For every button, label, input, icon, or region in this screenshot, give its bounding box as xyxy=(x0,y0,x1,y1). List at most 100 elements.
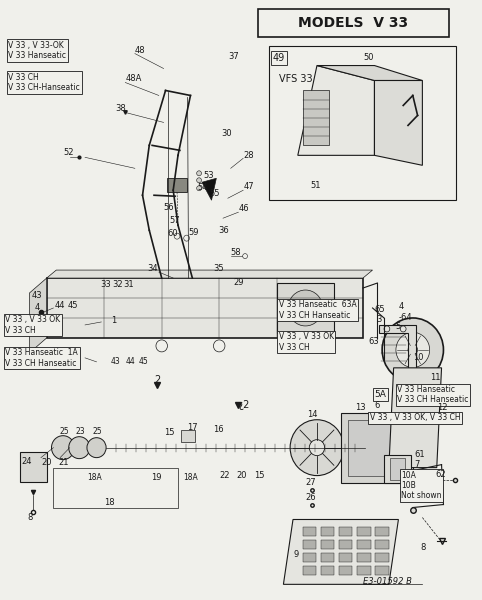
Text: 12: 12 xyxy=(437,403,447,412)
Text: 7: 7 xyxy=(415,460,420,469)
Circle shape xyxy=(52,436,75,460)
Bar xyxy=(167,178,187,192)
Circle shape xyxy=(242,254,247,259)
Bar xyxy=(54,467,178,508)
Polygon shape xyxy=(375,80,422,166)
Text: 43: 43 xyxy=(31,290,42,299)
Text: -64: -64 xyxy=(399,313,412,322)
Text: 10A
10B
Not shown: 10A 10B Not shown xyxy=(402,470,442,500)
Text: 25: 25 xyxy=(93,427,102,436)
Text: 44: 44 xyxy=(54,301,65,310)
Text: 21: 21 xyxy=(58,458,69,467)
Circle shape xyxy=(290,420,344,476)
Text: 1: 1 xyxy=(111,316,116,325)
Text: 38: 38 xyxy=(116,104,126,113)
Text: 16: 16 xyxy=(214,425,224,434)
Circle shape xyxy=(384,326,390,332)
Polygon shape xyxy=(47,270,373,278)
Text: 62: 62 xyxy=(436,470,446,479)
Text: 5A: 5A xyxy=(375,390,387,399)
Circle shape xyxy=(401,326,406,332)
Text: 65: 65 xyxy=(375,305,385,314)
Bar xyxy=(20,452,47,482)
Bar xyxy=(303,527,316,536)
Text: 13: 13 xyxy=(355,403,366,412)
Text: 17: 17 xyxy=(187,423,198,432)
Bar xyxy=(375,527,389,536)
Circle shape xyxy=(197,171,201,176)
Text: 3: 3 xyxy=(376,316,382,325)
Bar xyxy=(357,553,371,562)
Bar xyxy=(257,8,449,37)
Bar xyxy=(375,541,389,550)
Circle shape xyxy=(69,437,90,458)
Polygon shape xyxy=(202,178,216,200)
Text: 20: 20 xyxy=(237,471,247,480)
Circle shape xyxy=(156,340,167,352)
Bar xyxy=(303,553,316,562)
Bar xyxy=(277,283,334,333)
Text: 22: 22 xyxy=(219,471,230,480)
Text: 51: 51 xyxy=(310,181,321,190)
Text: 18: 18 xyxy=(104,498,115,507)
Bar xyxy=(375,566,389,575)
Text: 43: 43 xyxy=(111,358,120,367)
Text: 19: 19 xyxy=(151,473,161,482)
Text: 57: 57 xyxy=(169,215,180,224)
Text: 11: 11 xyxy=(430,373,441,382)
Text: 28: 28 xyxy=(243,151,254,160)
Text: 10: 10 xyxy=(413,353,423,362)
Circle shape xyxy=(174,233,180,239)
Text: 37: 37 xyxy=(229,52,240,61)
Bar xyxy=(348,420,407,476)
Text: 4: 4 xyxy=(399,302,403,311)
Text: 49: 49 xyxy=(273,53,285,62)
Text: 15: 15 xyxy=(163,428,174,437)
Text: 36: 36 xyxy=(218,226,229,235)
Circle shape xyxy=(298,300,313,316)
Bar xyxy=(321,527,334,536)
Text: 45: 45 xyxy=(139,358,148,367)
Text: 33: 33 xyxy=(100,280,111,289)
Bar xyxy=(384,455,411,482)
Text: V 33 , V 33-OK
V 33 Hanseatic: V 33 , V 33-OK V 33 Hanseatic xyxy=(8,41,67,60)
Text: 60: 60 xyxy=(167,229,178,238)
Bar xyxy=(321,541,334,550)
Text: 34: 34 xyxy=(147,263,158,272)
Text: 59: 59 xyxy=(188,227,199,236)
Text: 6: 6 xyxy=(375,401,380,410)
Text: 26: 26 xyxy=(306,493,316,502)
Text: 35: 35 xyxy=(214,263,224,272)
Text: 4: 4 xyxy=(34,304,40,313)
Text: 61: 61 xyxy=(415,450,425,459)
Text: 15: 15 xyxy=(254,471,264,480)
Bar xyxy=(181,430,195,442)
Text: 47: 47 xyxy=(243,182,254,191)
Text: E3-01592 B: E3-01592 B xyxy=(363,577,412,586)
Circle shape xyxy=(197,178,201,183)
Circle shape xyxy=(197,186,201,191)
Circle shape xyxy=(214,340,225,352)
Text: 45: 45 xyxy=(68,301,78,310)
Polygon shape xyxy=(29,278,47,353)
Circle shape xyxy=(184,235,189,241)
Text: 24: 24 xyxy=(22,457,32,466)
Text: V 33 Hanseatic  63A
V 33 CH Hanseatic: V 33 Hanseatic 63A V 33 CH Hanseatic xyxy=(279,300,356,320)
Circle shape xyxy=(288,290,323,326)
Circle shape xyxy=(87,437,106,458)
Bar xyxy=(269,46,456,200)
Bar xyxy=(321,553,334,562)
Text: MODELS  V 33: MODELS V 33 xyxy=(298,16,408,29)
Text: 25: 25 xyxy=(59,427,69,436)
Text: V 33 , V 33 OK
V 33 CH: V 33 , V 33 OK V 33 CH xyxy=(5,315,61,335)
Bar xyxy=(339,553,352,562)
Text: 44: 44 xyxy=(125,358,135,367)
Polygon shape xyxy=(389,368,442,467)
Text: 30: 30 xyxy=(221,129,232,138)
Bar xyxy=(321,566,334,575)
Text: 55: 55 xyxy=(210,189,220,198)
Bar xyxy=(47,278,363,338)
Polygon shape xyxy=(379,325,415,370)
Text: 27: 27 xyxy=(306,478,316,487)
Text: 48: 48 xyxy=(135,46,146,55)
